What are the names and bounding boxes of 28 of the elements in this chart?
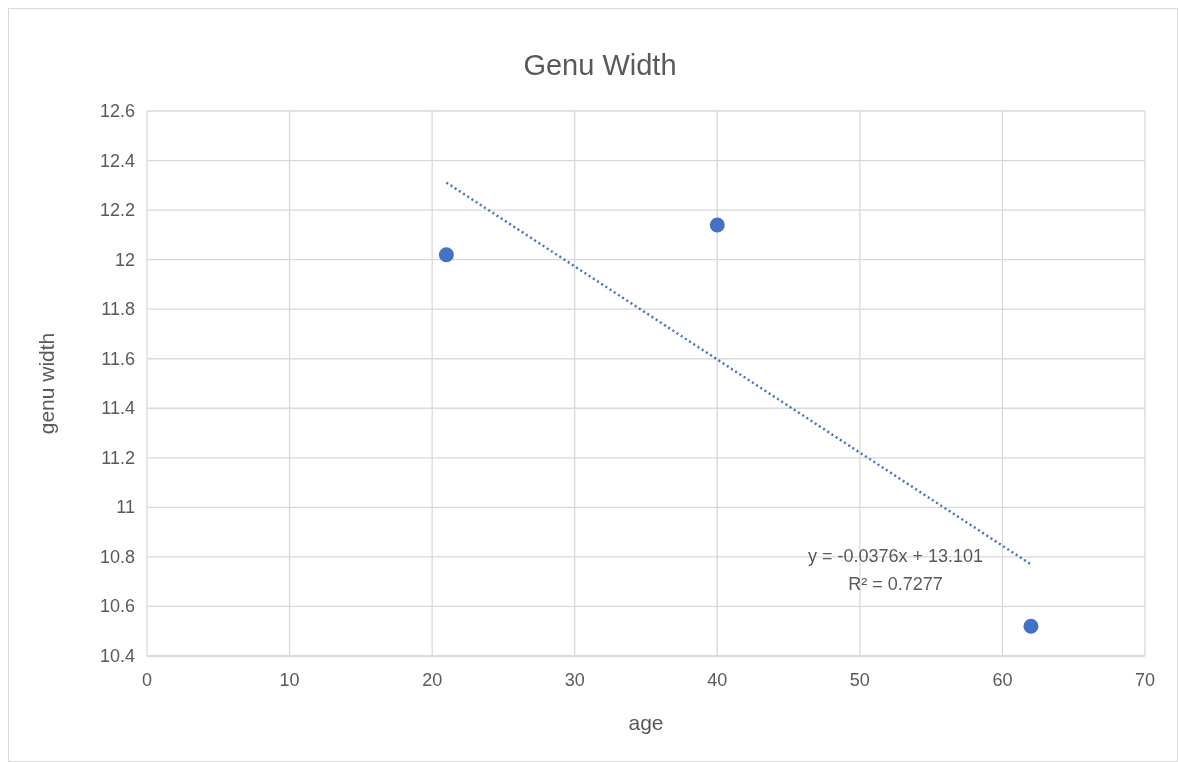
y-tick-label: 12 bbox=[114, 249, 135, 270]
point bbox=[709, 217, 725, 233]
x-tick-label: 20 bbox=[422, 670, 443, 690]
x-tick-label: 70 bbox=[1134, 670, 1156, 690]
x-tick-label: 50 bbox=[849, 670, 870, 690]
x-axis-title: age bbox=[628, 711, 664, 734]
y-tick-label: 11.6 bbox=[101, 348, 135, 369]
y-tick-label: 10.6 bbox=[99, 596, 135, 617]
x-tick-label: 0 bbox=[141, 670, 153, 690]
x-tick-label: 30 bbox=[564, 670, 585, 690]
y-tick-label: 11.8 bbox=[101, 299, 135, 320]
point bbox=[438, 247, 454, 263]
point bbox=[1023, 618, 1039, 634]
y-tick-label: 11.4 bbox=[101, 398, 135, 419]
x-tick-label: 60 bbox=[992, 670, 1013, 690]
annotation: y = -0.0376x + 13.101 bbox=[807, 545, 984, 566]
y-tick-label: 10.8 bbox=[99, 546, 135, 567]
y-tick-label: 12.4 bbox=[99, 150, 135, 171]
x-tick-label: 40 bbox=[707, 670, 728, 690]
chart-title: Genu Width bbox=[523, 49, 677, 81]
y-tick-label: 12.6 bbox=[99, 101, 135, 121]
x-tick-label: 10 bbox=[279, 670, 300, 690]
y-axis-title: genu width bbox=[35, 332, 58, 435]
y-tick-label: 11 bbox=[116, 497, 135, 518]
y-tick-label: 10.4 bbox=[99, 646, 135, 666]
y-tick-label: 12.2 bbox=[99, 200, 135, 221]
annotation: R² = 0.7277 bbox=[848, 573, 943, 594]
y-tick-label: 11.2 bbox=[101, 447, 135, 468]
